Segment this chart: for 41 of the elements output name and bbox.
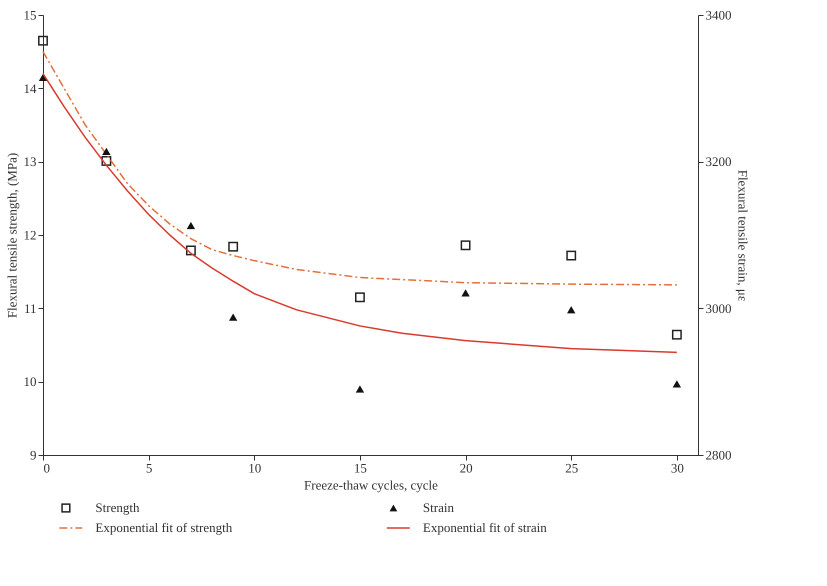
point: [672, 380, 682, 388]
x-tick-label: 30: [670, 460, 684, 476]
point: [38, 36, 48, 46]
y-axis-title: Flexural tensile strength, (MPa): [4, 152, 20, 318]
point: [355, 292, 365, 302]
x-tick-label: 0: [44, 460, 50, 476]
point: [566, 250, 576, 260]
point: [461, 289, 470, 297]
x-tick-label: 25: [565, 460, 578, 476]
point: [186, 245, 196, 256]
y2-tick-label: 3200: [706, 154, 732, 170]
point: [228, 242, 238, 252]
x-axis-title: Freeze-thaw cycles, cycle: [304, 478, 438, 492]
y2-tick-label: 2800: [706, 448, 732, 462]
point: [228, 314, 238, 321]
point: [101, 156, 112, 166]
point: [356, 385, 364, 393]
legend-label: Strain: [422, 500, 454, 515]
y-tick-label: 9: [30, 448, 36, 462]
line-series: [42, 50, 678, 286]
legend-label: Strength: [95, 500, 140, 515]
y-tick-label: 10: [24, 374, 36, 390]
point: [672, 330, 682, 340]
y-tick-label: 14: [24, 80, 37, 96]
point: [460, 240, 471, 250]
x-tick-label: 20: [460, 460, 473, 476]
y-tick-label: 13: [24, 154, 36, 170]
point: [186, 222, 196, 230]
legend-label: Exponential fit of strength: [95, 520, 233, 535]
y2-tick-label: 3400: [706, 8, 732, 22]
legend-label: Exponential fit of strain: [422, 520, 548, 535]
x-tick-label: 15: [354, 460, 367, 476]
y-tick-label: 12: [24, 228, 36, 242]
x-tick-label: 5: [146, 460, 152, 476]
x-tick-label: 10: [248, 460, 262, 476]
point: [567, 306, 576, 314]
y2-tick-label: 3000: [706, 300, 732, 316]
y-tick-label: 15: [24, 8, 36, 22]
y-tick-label: 11: [24, 300, 36, 316]
point: [102, 148, 111, 156]
y2-axis-title: Flexural tensile strain, με: [736, 170, 750, 302]
